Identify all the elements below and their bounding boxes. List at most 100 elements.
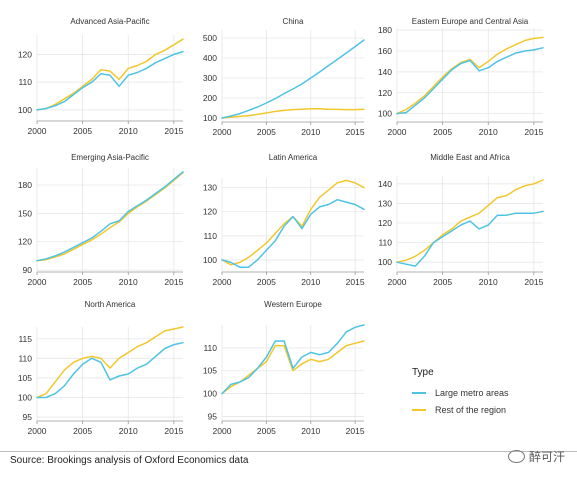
y-tick-label: 100 bbox=[378, 257, 392, 267]
series-line-large-metro-areas bbox=[221, 324, 365, 395]
legend-label-rest-region: Rest of the region bbox=[435, 404, 507, 415]
y-tick-label: 100 bbox=[378, 109, 392, 119]
x-tick-label: 2000 bbox=[213, 277, 232, 287]
x-tick-label: 2000 bbox=[388, 127, 407, 137]
legend-label-large-metro: Large metro areas bbox=[435, 387, 509, 398]
watermark-text: 醉可汗 bbox=[528, 450, 565, 464]
x-tick-label: 2005 bbox=[73, 126, 92, 136]
panel-eastern-europe-and-central-asia: Eastern Europe and Central Asia 100 120 140… bbox=[378, 17, 544, 137]
legend: Type Large metro areas Rest of the regio… bbox=[412, 367, 509, 418]
x-tick-label: 2015 bbox=[524, 127, 543, 137]
panel-title-china: China bbox=[283, 17, 304, 26]
y-tick-label: 180 bbox=[18, 180, 32, 190]
watermark: 醉可汗 bbox=[507, 448, 565, 465]
wechat-logo-icon bbox=[507, 450, 525, 463]
series-line-rest-of-the-region bbox=[221, 340, 365, 395]
y-tick-label: 130 bbox=[378, 198, 392, 208]
panel-title-middle-east-and-africa: Middle East and Africa bbox=[430, 153, 510, 162]
x-tick-label: 2000 bbox=[28, 426, 47, 436]
x-tick-label: 2010 bbox=[301, 127, 320, 137]
panel-title-latin-america: Latin America bbox=[269, 153, 318, 162]
y-tick-label: 115 bbox=[18, 334, 32, 344]
y-tick-label: 110 bbox=[18, 353, 32, 363]
x-tick-label: 2005 bbox=[257, 426, 276, 436]
x-tick-label: 2010 bbox=[119, 426, 138, 436]
x-tick-label: 2000 bbox=[388, 277, 407, 287]
x-tick-label: 2005 bbox=[257, 277, 276, 287]
y-tick-label: 100 bbox=[18, 105, 32, 115]
source-divider bbox=[0, 451, 577, 452]
series-line-large-metro-areas bbox=[36, 50, 184, 111]
panel-latin-america: Latin America 100 110 120 130 2000 2005 2010 201… bbox=[203, 153, 365, 287]
y-tick-label: 150 bbox=[18, 208, 32, 218]
panel-north-america: North America 95 100 105 110 115 2000 2005 2010 2… bbox=[18, 300, 184, 436]
panel-title-advanced-asia-pacific: Advanced Asia-Pacific bbox=[70, 17, 149, 26]
panel-china: China 100 200 300 400 500 2000 2005 2010 2015 bbox=[203, 17, 365, 137]
y-tick-label: 110 bbox=[18, 77, 32, 87]
panel-title-western-europe: Western Europe bbox=[264, 300, 322, 309]
y-tick-label: 100 bbox=[203, 113, 217, 123]
x-tick-label: 2015 bbox=[524, 277, 543, 287]
x-tick-label: 2000 bbox=[213, 426, 232, 436]
y-tick-label: 95 bbox=[23, 412, 33, 422]
y-tick-label: 120 bbox=[18, 49, 32, 59]
x-tick-label: 2015 bbox=[346, 277, 365, 287]
legend-title: Type bbox=[412, 367, 434, 378]
x-tick-label: 2015 bbox=[346, 426, 365, 436]
series-line-large-metro-areas bbox=[36, 341, 184, 399]
y-tick-label: 110 bbox=[203, 231, 217, 241]
x-tick-label: 2015 bbox=[164, 426, 183, 436]
x-tick-label: 2015 bbox=[346, 127, 365, 137]
series-line-large-metro-areas bbox=[36, 171, 184, 262]
series-line-large-metro-areas bbox=[221, 39, 365, 119]
y-tick-label: 300 bbox=[203, 73, 217, 83]
legend-swatch-large-metro bbox=[412, 391, 426, 394]
x-tick-label: 2005 bbox=[257, 127, 276, 137]
series-line-large-metro-areas bbox=[396, 47, 544, 115]
x-tick-label: 2010 bbox=[479, 127, 498, 137]
x-tick-label: 2005 bbox=[433, 277, 452, 287]
x-tick-label: 2010 bbox=[301, 277, 320, 287]
legend-swatch-rest-region bbox=[412, 408, 426, 411]
y-tick-label: 105 bbox=[18, 373, 32, 383]
series-line-rest-of-the-region bbox=[396, 179, 544, 263]
small-multiples-chart: Advanced Asia-Pacific 100 110 120 2000 2005 20… bbox=[18, 17, 544, 436]
panel-title-emerging-asia-pacific: Emerging Asia-Pacific bbox=[71, 153, 149, 162]
y-tick-label: 90 bbox=[23, 265, 33, 275]
x-tick-label: 2000 bbox=[213, 127, 232, 137]
legend-item-rest-region: Rest of the region bbox=[412, 401, 509, 418]
panel-advanced-asia-pacific: Advanced Asia-Pacific 100 110 120 2000 2005 20… bbox=[18, 17, 184, 136]
y-tick-label: 110 bbox=[378, 238, 392, 248]
x-tick-label: 2005 bbox=[73, 277, 92, 287]
x-tick-label: 2000 bbox=[28, 277, 47, 287]
series-line-large-metro-areas bbox=[396, 210, 544, 267]
series-line-rest-of-the-region bbox=[396, 36, 544, 115]
panel-emerging-asia-pacific: Emerging Asia-Pacific 90 120 150 180 2000 2005… bbox=[18, 153, 184, 287]
x-tick-label: 2005 bbox=[73, 426, 92, 436]
series-line-rest-of-the-region bbox=[221, 108, 365, 119]
x-tick-label: 2010 bbox=[119, 126, 138, 136]
y-tick-label: 100 bbox=[203, 255, 217, 265]
x-tick-label: 2010 bbox=[301, 426, 320, 436]
y-tick-label: 180 bbox=[378, 25, 392, 35]
x-tick-label: 2015 bbox=[164, 126, 183, 136]
panel-title-north-america: North America bbox=[85, 300, 136, 309]
panel-western-europe: Western Europe 95 100 105 110 2000 2005 2010 201… bbox=[203, 300, 365, 436]
y-tick-label: 95 bbox=[208, 411, 218, 421]
y-tick-label: 100 bbox=[203, 389, 217, 399]
y-tick-label: 140 bbox=[378, 179, 392, 189]
y-tick-label: 130 bbox=[203, 183, 217, 193]
y-tick-label: 120 bbox=[203, 207, 217, 217]
y-tick-label: 160 bbox=[378, 46, 392, 56]
y-tick-label: 200 bbox=[203, 93, 217, 103]
series-line-rest-of-the-region bbox=[36, 171, 184, 262]
series-line-large-metro-areas bbox=[221, 198, 365, 268]
x-tick-label: 2000 bbox=[28, 126, 47, 136]
series-line-rest-of-the-region bbox=[36, 38, 184, 111]
x-tick-label: 2005 bbox=[433, 127, 452, 137]
source-note: Source: Brookings analysis of Oxford Eco… bbox=[10, 455, 249, 466]
x-tick-label: 2010 bbox=[479, 277, 498, 287]
y-tick-label: 120 bbox=[18, 237, 32, 247]
y-tick-label: 140 bbox=[378, 67, 392, 77]
